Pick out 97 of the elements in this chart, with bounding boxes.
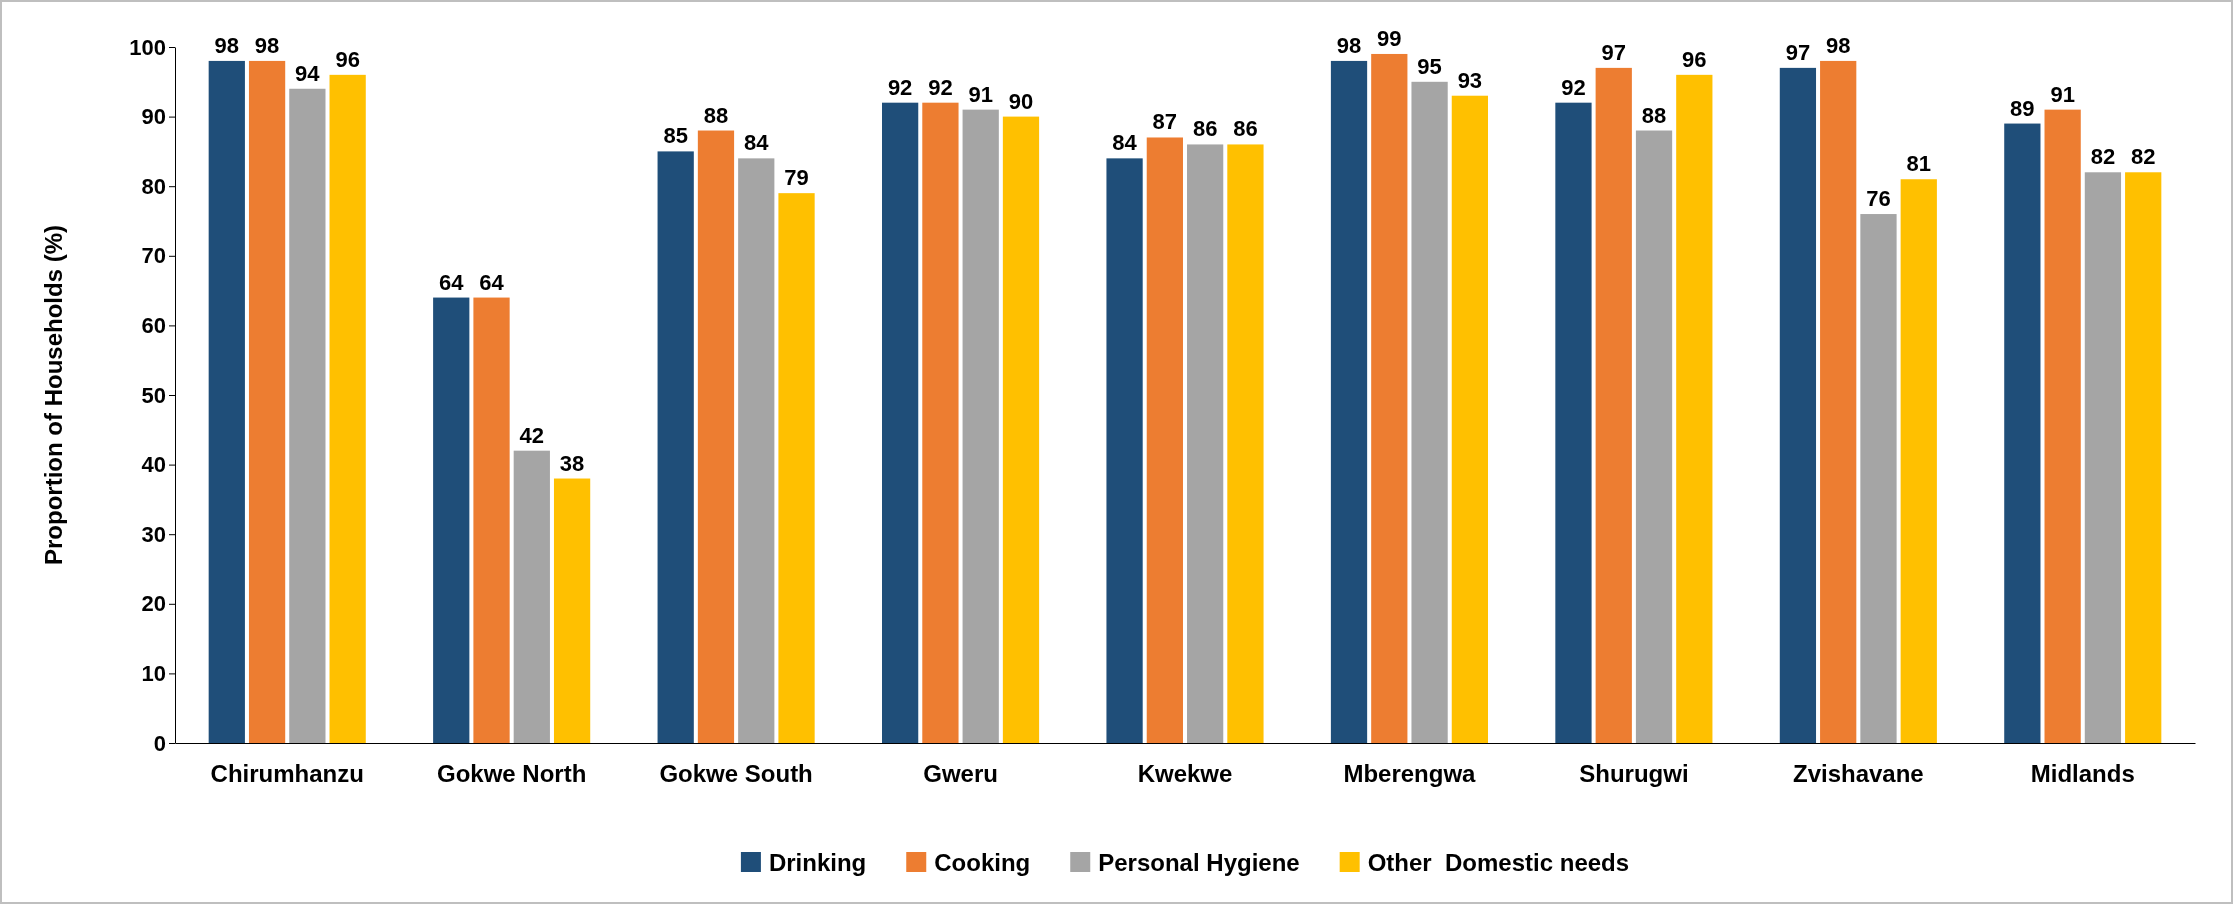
bar <box>1106 158 1143 743</box>
data-label: 38 <box>559 450 585 476</box>
bar <box>1555 102 1592 743</box>
data-label: 84 <box>744 130 770 156</box>
data-label: 98 <box>1825 32 1851 58</box>
x-tick-label: Gokwe South <box>659 760 813 788</box>
data-label: 86 <box>1192 116 1218 142</box>
bar <box>1187 144 1224 743</box>
bar <box>289 88 326 743</box>
bar <box>738 158 775 743</box>
y-tick-label: 20 <box>141 591 166 617</box>
bar <box>1451 95 1488 743</box>
data-label: 88 <box>1641 102 1667 128</box>
y-tick-label: 30 <box>141 521 166 547</box>
y-tick-label: 60 <box>141 312 166 338</box>
y-tick-label: 10 <box>141 660 166 686</box>
y-tick-label: 0 <box>153 730 166 756</box>
y-tick-label: 100 <box>129 34 166 60</box>
bar <box>1860 214 1897 743</box>
data-label: 91 <box>968 81 993 107</box>
data-label: 89 <box>2010 95 2035 121</box>
bar <box>248 60 286 743</box>
data-label: 92 <box>928 74 953 100</box>
bar <box>697 130 735 743</box>
bar <box>1146 137 1183 743</box>
data-label: 90 <box>1008 88 1034 114</box>
data-label: 85 <box>663 123 688 149</box>
bar <box>433 297 470 743</box>
data-label: 98 <box>214 32 240 58</box>
bar <box>2004 123 2041 743</box>
legend-label: Drinking <box>768 849 867 876</box>
data-label: 64 <box>479 269 505 295</box>
data-label: 84 <box>1112 130 1138 156</box>
data-label: 94 <box>295 60 321 86</box>
legend-label: Cooking <box>934 849 1031 876</box>
bar <box>473 297 510 743</box>
legend-label: Other Domestic needs <box>1367 849 1630 876</box>
y-tick-label: 70 <box>141 243 166 269</box>
data-label: 81 <box>1906 151 1931 177</box>
bar <box>208 60 245 743</box>
bar <box>1820 60 1857 743</box>
bar <box>1002 116 1040 743</box>
x-tick-label: Zvishavane <box>1792 760 1924 788</box>
bar <box>553 478 591 743</box>
bar <box>1330 60 1368 743</box>
data-label: 99 <box>1377 25 1402 51</box>
bar <box>778 193 815 743</box>
bar <box>657 151 694 743</box>
data-label: 93 <box>1457 67 1483 93</box>
bar <box>922 102 959 743</box>
data-label: 87 <box>1152 109 1178 135</box>
bar <box>2125 172 2162 743</box>
data-label: 82 <box>2090 144 2116 170</box>
bar <box>2044 109 2081 743</box>
x-tick-label: Kwekwe <box>1137 760 1233 788</box>
x-tick-label: Gweru <box>923 760 998 788</box>
data-label: 88 <box>703 102 729 128</box>
bar <box>1411 81 1448 743</box>
x-tick-label: Midlands <box>2030 760 2135 788</box>
data-label: 92 <box>887 74 913 100</box>
bar <box>513 450 550 743</box>
bar <box>1676 74 1713 743</box>
y-axis-title: Proportion of Households (%) <box>40 225 67 565</box>
bar <box>1779 67 1817 743</box>
data-label: 82 <box>2130 144 2156 170</box>
y-tick-label: 40 <box>141 452 166 478</box>
data-label: 42 <box>519 422 545 448</box>
bar <box>1371 53 1408 743</box>
bar <box>1900 179 1937 743</box>
data-label: 97 <box>1785 39 1811 65</box>
data-label: 91 <box>2050 81 2075 107</box>
x-tick-label: Gokwe North <box>436 760 587 788</box>
data-label: 92 <box>1561 74 1586 100</box>
y-tick-label: 80 <box>141 173 166 199</box>
legend-label: Personal Hygiene <box>1098 849 1300 876</box>
data-label: 98 <box>1336 32 1362 58</box>
y-tick-label: 90 <box>141 104 166 130</box>
x-tick-label: Shurugwi <box>1579 760 1689 788</box>
y-tick-label: 50 <box>141 382 166 408</box>
data-label: 86 <box>1233 116 1258 142</box>
bar <box>2084 172 2122 743</box>
data-label: 79 <box>784 165 809 191</box>
bar <box>1227 144 1264 743</box>
data-label: 97 <box>1601 39 1626 65</box>
data-label: 95 <box>1417 53 1442 79</box>
x-tick-label: Mberengwa <box>1343 760 1477 788</box>
data-label: 98 <box>254 32 280 58</box>
bar <box>962 109 999 743</box>
bar <box>1595 67 1632 743</box>
data-label: 96 <box>1682 46 1707 72</box>
data-label: 96 <box>335 46 360 72</box>
x-tick-label: Chirumhanzu <box>210 760 364 788</box>
bar <box>329 74 366 743</box>
data-label: 64 <box>439 269 465 295</box>
bar <box>1635 130 1673 743</box>
data-label: 76 <box>1866 186 1891 212</box>
bar <box>882 102 919 743</box>
